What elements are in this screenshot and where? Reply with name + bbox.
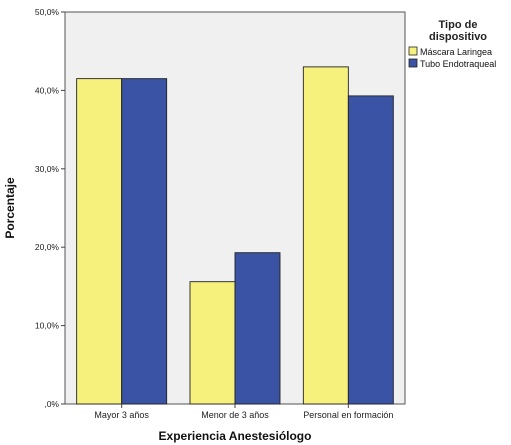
bar-mascara-1 <box>189 281 236 405</box>
bar-tubo-2 <box>347 95 394 405</box>
bar-tubo-0 <box>121 78 168 405</box>
legend-swatch-tubo <box>408 58 418 68</box>
y-tick-label: 40,0% <box>35 85 60 95</box>
bar-tubo-1 <box>234 252 281 405</box>
legend-title-line1: Tipo de <box>439 19 478 31</box>
x-axis-category-labels: Mayor 3 años Menor de 3 años Personal en f… <box>94 404 393 420</box>
y-tick-label: 50,0% <box>35 7 60 17</box>
bar-mascara-0 <box>76 78 123 405</box>
y-axis-title: Porcentaje <box>3 177 17 239</box>
y-tick-label: 20,0% <box>35 242 60 252</box>
legend-swatch-mascara <box>408 46 418 56</box>
x-category-label: Personal en formación <box>303 410 393 420</box>
legend: Tipo de dispositivo Máscara Laringea Tub… <box>408 19 496 69</box>
y-tick-label: ,0% <box>44 399 59 409</box>
y-tick-label: 10,0% <box>35 321 60 331</box>
legend-title-line2: dispositivo <box>429 31 487 43</box>
x-category-label: Mayor 3 años <box>94 410 149 420</box>
x-axis-title: Experiencia Anestesiólogo <box>159 429 312 443</box>
bar-mascara-2 <box>302 66 349 405</box>
y-axis-ticks: ,0% 10,0% 20,0% 30,0% 40,0% 50,0% <box>35 7 65 409</box>
bars <box>76 66 394 405</box>
legend-label-tubo: Tubo Endotraqueal <box>420 59 496 69</box>
y-tick-label: 30,0% <box>35 164 60 174</box>
x-category-label: Menor de 3 años <box>201 410 269 420</box>
legend-label-mascara: Máscara Laringea <box>420 47 492 57</box>
